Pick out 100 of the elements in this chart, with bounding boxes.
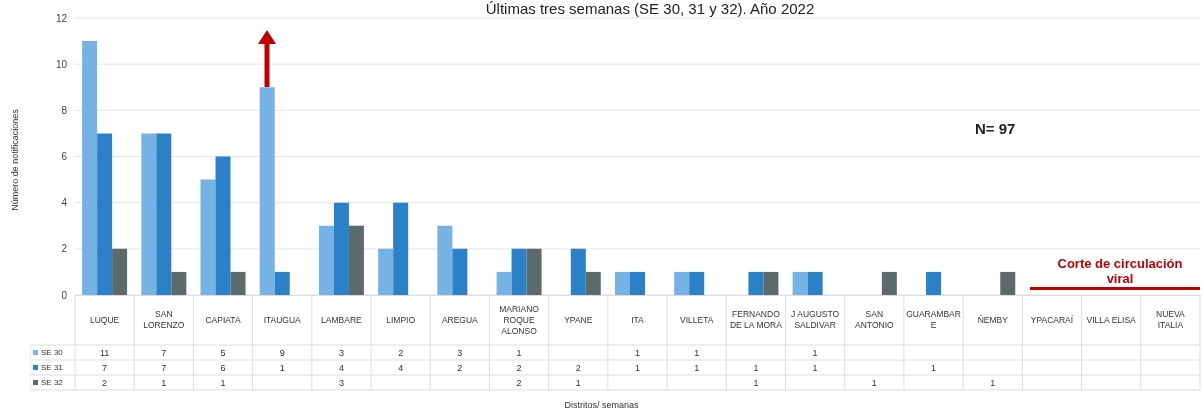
bar	[318, 225, 334, 295]
y-tick-label: 6	[61, 151, 68, 163]
data-label: 1	[278, 361, 286, 375]
bar	[274, 271, 290, 295]
data-label: 3	[337, 376, 345, 390]
data-label: 1	[930, 361, 938, 375]
y-tick-label: 0	[61, 289, 68, 301]
bar	[792, 271, 808, 295]
x-tick-label: ÑEMBY	[976, 313, 1009, 327]
data-label: 1	[515, 346, 523, 360]
data-label: 1	[752, 376, 760, 390]
data-label: 1	[811, 361, 819, 375]
x-tick-label: ITA	[630, 313, 645, 327]
x-tick-label: GUARAMBARE	[905, 308, 962, 332]
bar	[156, 133, 172, 295]
data-label: 11	[98, 346, 111, 360]
data-label: 6	[219, 361, 227, 375]
bar	[82, 41, 98, 295]
bar	[97, 133, 113, 295]
data-label: 1	[811, 346, 819, 360]
bar	[689, 271, 705, 295]
text: Distritos/ semanas	[563, 400, 640, 410]
x-tick-label: FERNANDO DE LA MORA	[728, 308, 783, 332]
bar	[585, 271, 601, 295]
bar	[215, 156, 231, 295]
bar	[141, 133, 157, 295]
bar	[926, 271, 942, 295]
data-label: 2	[456, 361, 464, 375]
bar	[378, 248, 394, 295]
bar	[200, 179, 216, 295]
annotation: Corte de circulación viral	[1056, 256, 1184, 286]
y-tick-label: 10	[55, 58, 68, 70]
data-label: 1	[219, 376, 227, 390]
data-label: 1	[693, 361, 701, 375]
data-label: 5	[219, 346, 227, 360]
bar	[615, 271, 630, 295]
bar	[748, 271, 764, 295]
x-tick-label: J AUGUSTO SALDIVAR	[790, 308, 841, 332]
bar	[333, 202, 349, 295]
chart-title: Últimas tres semanas (SE 30, 31 y 32). Año 2022	[484, 0, 816, 17]
x-tick-label: SAN ANTONIO	[854, 308, 895, 332]
x-tick-label: LIMPIO	[385, 313, 417, 327]
x-tick-label: SAN LORENZO	[142, 308, 186, 332]
bar	[437, 225, 453, 295]
x-tick-label: ITAUGUA	[262, 313, 302, 327]
y-tick-label: 12	[55, 12, 68, 24]
data-label: 3	[456, 346, 464, 360]
bar	[570, 248, 586, 295]
data-label: 7	[160, 361, 168, 375]
legend-label: SE 31	[40, 362, 64, 374]
bar	[393, 202, 409, 295]
data-label: 1	[693, 346, 701, 360]
bar	[511, 248, 527, 295]
bar	[230, 271, 246, 295]
data-label: 2	[515, 361, 523, 375]
bar	[526, 248, 542, 295]
data-label: 1	[160, 376, 168, 390]
legend-label: SE 32	[40, 377, 64, 389]
data-label: 1	[989, 376, 997, 390]
x-tick-label: YPANE	[563, 313, 594, 327]
x-tick-label: CAPIATA	[204, 313, 242, 327]
data-label: 9	[278, 346, 286, 360]
data-label: 7	[160, 346, 168, 360]
x-tick-label: AREGUA	[440, 313, 479, 327]
annotation: N= 97	[975, 120, 1016, 137]
data-label: 1	[752, 361, 760, 375]
y-tick-label: 2	[61, 243, 68, 255]
data-label: 1	[634, 361, 641, 375]
y-tick-label: 8	[61, 104, 68, 116]
bar	[171, 271, 187, 295]
bar	[452, 248, 468, 295]
x-tick-label: LAMBARE	[320, 313, 363, 327]
data-label: 2	[101, 376, 109, 390]
x-tick-label: LUQUE	[88, 313, 121, 327]
bar	[763, 271, 779, 295]
data-label: 7	[101, 361, 109, 375]
y-axis-title: Número de notificaciones	[10, 109, 20, 211]
x-tick-label: VILLA ELISA	[1085, 313, 1137, 327]
data-label: 1	[634, 346, 641, 360]
legend-label: SE 30	[40, 347, 64, 359]
data-label: 2	[574, 361, 582, 375]
x-tick-label: MARIANO ROQUE ALONSO	[498, 302, 540, 338]
data-label: 1	[574, 376, 582, 390]
data-label: 4	[337, 361, 345, 375]
bar	[1000, 271, 1016, 295]
x-tick-label: YPACARAÍ	[1029, 313, 1075, 327]
bar	[630, 271, 645, 295]
data-label: 2	[515, 376, 523, 390]
y-tick-label: 4	[61, 197, 68, 209]
data-label: 4	[397, 361, 405, 375]
data-label: 2	[397, 346, 405, 360]
data-label: 1	[870, 376, 878, 390]
bar	[881, 271, 897, 295]
data-label: 3	[337, 346, 345, 360]
bar	[496, 271, 512, 295]
bar	[112, 248, 128, 295]
x-tick-label: NUEVA ITALIA	[1155, 308, 1186, 332]
x-tick-label: VILLETA	[679, 313, 715, 327]
bar	[348, 225, 364, 295]
bar	[674, 271, 690, 295]
